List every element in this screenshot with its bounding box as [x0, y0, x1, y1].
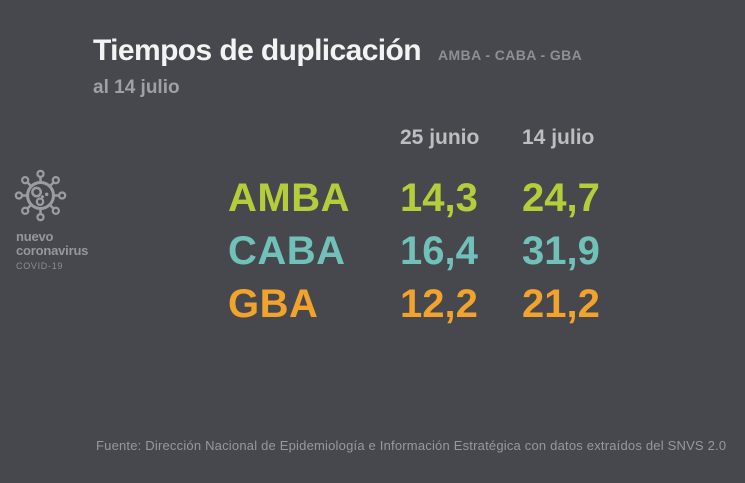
gba-value-25-junio: 12,2 [400, 282, 478, 326]
source-note: Fuente: Dirección Nacional de Epidemiolo… [96, 438, 727, 453]
amba-value-14-julio: 24,7 [522, 176, 600, 220]
table-header-row: 25 junio 14 julio [228, 122, 632, 154]
brand-line-nuevo: nuevo [16, 229, 54, 244]
as-of-date: al 14 julio [93, 77, 180, 98]
table-row-caba: CABA 16,4 31,9 [228, 225, 632, 278]
column-header-25-junio: 25 junio [400, 126, 480, 149]
coronavirus-icon [14, 169, 67, 222]
brand-text: nuevo coronavirus COVID-19 [16, 230, 130, 271]
column-header-14-julio: 14 julio [522, 126, 595, 149]
brand-line-covid19: COVID-19 [16, 261, 64, 271]
table-row-amba: AMBA 14,3 24,7 [228, 172, 632, 225]
row-label-amba: AMBA [228, 176, 350, 220]
amba-value-25-junio: 14,3 [400, 176, 478, 220]
table-header-spacer [228, 122, 400, 154]
row-label-caba: CABA [228, 229, 346, 273]
page-title: Tiempos de duplicación [93, 34, 422, 67]
doubling-times-table: 25 junio 14 julio AMBA 14,3 24,7 CABA 16… [228, 122, 632, 331]
covid-brand: nuevo coronavirus COVID-19 [10, 167, 130, 271]
table-body: AMBA 14,3 24,7 CABA 16,4 31,9 GBA 12,2 2… [228, 172, 632, 331]
title-row: Tiempos de duplicación AMBA - CABA - GBA [93, 33, 582, 69]
row-label-gba: GBA [228, 282, 319, 326]
brand-line-coronavirus: coronavirus [16, 243, 89, 258]
gba-value-14-julio: 21,2 [522, 282, 600, 326]
table-row-gba: GBA 12,2 21,2 [228, 278, 632, 331]
regions-subtitle: AMBA - CABA - GBA [437, 47, 583, 63]
caba-value-14-julio: 31,9 [522, 229, 600, 273]
caba-value-25-junio: 16,4 [400, 229, 478, 273]
header: Tiempos de duplicación AMBA - CABA - GBA… [93, 33, 582, 99]
